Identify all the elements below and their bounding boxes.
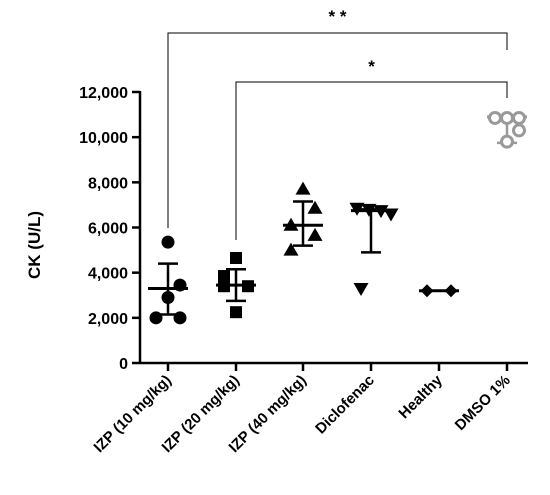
data-point xyxy=(218,270,230,283)
data-point xyxy=(230,306,242,319)
x-tick-label: Healthy xyxy=(395,371,446,422)
data-point xyxy=(295,181,311,195)
data-marks xyxy=(148,110,527,325)
data-point xyxy=(512,110,526,125)
significance-brackets: * * * xyxy=(167,7,508,240)
significance-label: * xyxy=(368,57,375,76)
data-point xyxy=(242,280,254,293)
data-point xyxy=(353,282,369,296)
data-point xyxy=(349,202,365,216)
data-point xyxy=(361,203,377,217)
data-point xyxy=(420,284,434,298)
x-tick-label: DMSO 1% xyxy=(452,372,514,434)
data-point xyxy=(161,235,175,249)
data-point xyxy=(173,311,187,325)
data-point xyxy=(161,291,175,305)
data-point xyxy=(444,284,458,298)
significance-label: * * xyxy=(329,7,347,26)
data-point xyxy=(283,242,299,256)
significance-bracket xyxy=(167,32,508,228)
y-tick-label: 4,000 xyxy=(88,266,128,283)
data-point xyxy=(283,217,299,231)
y-axis-label: CK (U/L) xyxy=(25,211,44,279)
data-point xyxy=(488,110,502,125)
data-point xyxy=(307,227,323,241)
y-tick-label: 6,000 xyxy=(88,221,128,238)
data-point xyxy=(230,251,242,264)
significance-bracket xyxy=(235,81,508,240)
x-tick-label: Diclofenac xyxy=(312,372,378,438)
y-tick-label: 8,000 xyxy=(88,175,128,192)
data-point xyxy=(500,134,514,149)
data-point xyxy=(218,280,230,293)
data-point xyxy=(383,208,399,222)
y-tick-label: 10,000 xyxy=(79,130,128,147)
data-point xyxy=(373,205,389,219)
data-point xyxy=(512,123,526,138)
data-point xyxy=(149,311,163,325)
y-tick-label: 0 xyxy=(119,356,128,373)
y-tick-label: 12,000 xyxy=(79,85,128,102)
data-point xyxy=(173,278,187,292)
y-tick-label: 2,000 xyxy=(88,311,128,328)
data-point xyxy=(307,200,323,214)
data-point xyxy=(500,110,514,125)
